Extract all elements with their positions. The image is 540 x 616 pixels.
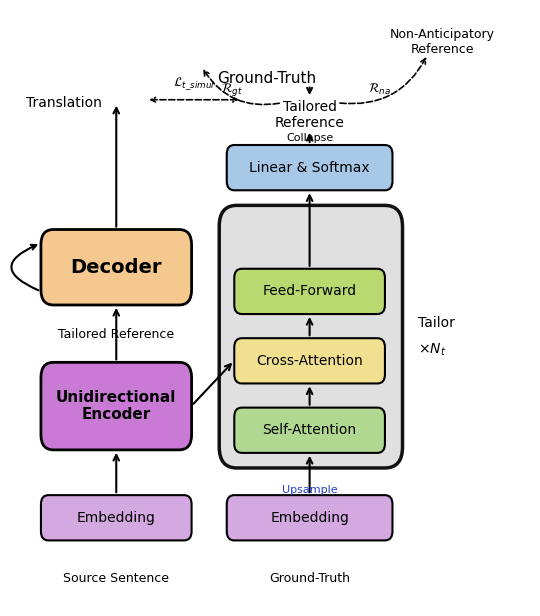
Text: Tailored Reference: Tailored Reference: [58, 328, 174, 341]
FancyBboxPatch shape: [41, 495, 192, 540]
Text: Decoder: Decoder: [71, 257, 162, 277]
Text: Non-Anticipatory
Reference: Non-Anticipatory Reference: [390, 28, 495, 57]
Text: Collapse: Collapse: [286, 133, 333, 143]
Text: Self-Attention: Self-Attention: [262, 423, 357, 437]
Text: Embedding: Embedding: [77, 511, 156, 525]
Text: Cross-Attention: Cross-Attention: [256, 354, 363, 368]
Text: Ground-Truth: Ground-Truth: [218, 71, 316, 86]
Text: Tailor: Tailor: [417, 316, 455, 330]
FancyBboxPatch shape: [219, 205, 402, 468]
Text: Linear & Softmax: Linear & Softmax: [249, 161, 370, 175]
Text: Ground-Truth: Ground-Truth: [269, 572, 350, 585]
FancyBboxPatch shape: [234, 408, 385, 453]
Text: Upsample: Upsample: [282, 485, 338, 495]
FancyBboxPatch shape: [227, 145, 393, 190]
Text: $\times N_t$: $\times N_t$: [417, 342, 446, 359]
Text: Translation: Translation: [25, 95, 102, 110]
FancyBboxPatch shape: [234, 338, 385, 383]
Text: $\mathcal{R}_{gt}$: $\mathcal{R}_{gt}$: [221, 81, 243, 98]
FancyBboxPatch shape: [41, 230, 192, 305]
Text: Unidirectional
Encoder: Unidirectional Encoder: [56, 390, 177, 423]
FancyBboxPatch shape: [227, 495, 393, 540]
FancyBboxPatch shape: [234, 269, 385, 314]
Text: $\mathcal{L}_{t\_simul}$: $\mathcal{L}_{t\_simul}$: [173, 75, 215, 92]
Text: Embedding: Embedding: [270, 511, 349, 525]
Text: Source Sentence: Source Sentence: [63, 572, 169, 585]
Text: Tailored
Reference: Tailored Reference: [275, 100, 345, 130]
Text: Feed-Forward: Feed-Forward: [262, 285, 357, 298]
Text: $\mathcal{R}_{na}$: $\mathcal{R}_{na}$: [368, 82, 392, 97]
FancyBboxPatch shape: [41, 362, 192, 450]
